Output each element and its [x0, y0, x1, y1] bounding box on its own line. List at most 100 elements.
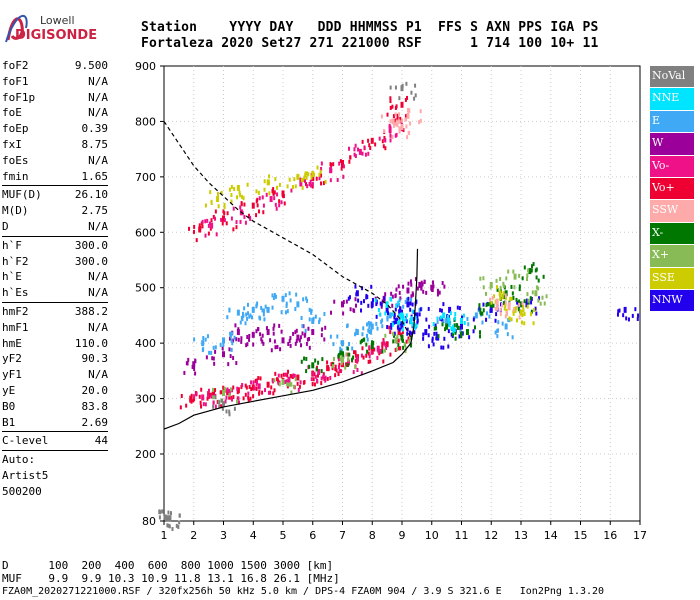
- data-point-echo: [158, 515, 161, 520]
- y-tick-label: 200: [135, 448, 156, 461]
- data-point-echo: [369, 146, 372, 151]
- data-point-echo: [383, 296, 386, 301]
- y-tick-label: 300: [135, 393, 156, 406]
- data-point-echo: [338, 362, 341, 367]
- data-point-echo: [406, 327, 409, 332]
- data-point-echo: [237, 389, 240, 394]
- data-point-echo: [242, 196, 245, 201]
- data-point: [460, 323, 463, 330]
- data-point-echo: [256, 327, 259, 332]
- data-point-echo: [504, 303, 507, 308]
- param-key: foE: [2, 106, 22, 120]
- data-point-echo: [320, 173, 323, 178]
- data-point-echo: [421, 282, 424, 287]
- data-point-echo: [457, 325, 460, 330]
- data-point-echo: [286, 373, 289, 378]
- data-point-echo: [342, 164, 345, 169]
- param-value: 90.3: [81, 352, 109, 366]
- data-point: [623, 306, 627, 313]
- data-point: [394, 337, 398, 344]
- param-value: 83.8: [81, 399, 109, 413]
- data-point-echo: [227, 362, 230, 367]
- data-point-echo: [345, 352, 348, 357]
- data-point-echo: [367, 151, 370, 156]
- data-point-echo: [273, 388, 276, 393]
- data-point-echo: [274, 294, 277, 299]
- data-point-echo: [383, 348, 386, 353]
- data-point-echo: [516, 300, 519, 305]
- data-point: [317, 368, 321, 375]
- data-point-echo: [518, 287, 521, 292]
- data-point-echo: [526, 304, 529, 309]
- data-point-echo: [213, 391, 216, 396]
- data-point-echo: [518, 315, 521, 320]
- data-point-echo: [311, 382, 314, 387]
- data-point-echo: [412, 292, 415, 297]
- parameter-panel: foF2 9.500 foF1 N/A foF1p N/A foE N/A foEp 0.39 fx…: [2, 58, 108, 500]
- data-point-echo: [479, 311, 482, 316]
- data-point-echo: [449, 320, 452, 325]
- data-point-echo: [435, 331, 438, 336]
- data-point-echo: [375, 299, 378, 304]
- data-point-echo: [405, 313, 408, 318]
- data-point-echo: [258, 385, 261, 390]
- data-point-echo: [530, 309, 533, 314]
- data-point-echo: [301, 331, 304, 336]
- data-point-echo: [255, 329, 258, 334]
- data-point-echo: [191, 364, 194, 369]
- data-point-echo: [496, 306, 499, 311]
- data-point-echo: [384, 342, 387, 347]
- data-point-echo: [248, 333, 251, 338]
- data-point-echo: [381, 345, 384, 350]
- data-point-echo: [272, 331, 275, 336]
- data-point-echo: [376, 326, 379, 331]
- data-point-echo: [382, 359, 385, 364]
- data-point-echo: [220, 190, 223, 195]
- data-point-echo: [337, 357, 340, 362]
- data-point-echo: [303, 356, 306, 361]
- data-point-echo: [273, 196, 276, 201]
- data-point-echo: [436, 288, 439, 293]
- data-point-echo: [232, 338, 235, 343]
- data-point: [281, 378, 285, 385]
- data-point-echo: [362, 326, 365, 331]
- data-point-echo: [356, 355, 359, 360]
- data-point-echo: [354, 297, 357, 302]
- data-point-echo: [367, 320, 370, 325]
- data-point-echo: [220, 398, 223, 403]
- data-point-echo: [409, 301, 412, 306]
- data-point-echo: [507, 269, 510, 274]
- data-point-echo: [395, 121, 398, 126]
- data-point-echo: [462, 313, 465, 318]
- data-point: [406, 112, 410, 119]
- data-point-echo: [274, 202, 277, 207]
- data-point-echo: [318, 176, 321, 181]
- data-point-echo: [415, 299, 418, 304]
- param-value: 8.75: [81, 137, 109, 151]
- data-point-echo: [282, 372, 285, 377]
- data-point-echo: [404, 114, 407, 119]
- data-point-echo: [494, 306, 497, 311]
- x-tick-label: 11: [455, 529, 469, 542]
- data-point-echo: [377, 349, 380, 354]
- data-point-echo: [495, 301, 498, 306]
- data-point-echo: [404, 299, 407, 304]
- data-point-echo: [391, 312, 394, 317]
- data-point: [528, 268, 532, 275]
- data-point-echo: [398, 290, 401, 295]
- data-point-echo: [246, 302, 249, 307]
- data-point-echo: [522, 308, 525, 313]
- data-point-echo: [270, 385, 273, 390]
- param-key: yE: [2, 383, 16, 397]
- data-point-echo: [414, 315, 417, 320]
- param-separator: [2, 301, 108, 303]
- data-point-echo: [390, 322, 393, 327]
- data-point-echo: [276, 192, 279, 197]
- data-point-echo: [502, 281, 505, 286]
- data-point-echo: [260, 305, 263, 310]
- param-value: N/A: [88, 286, 108, 300]
- data-point-echo: [517, 307, 520, 312]
- data-point-echo: [175, 523, 178, 528]
- data-point-echo: [296, 375, 299, 380]
- data-point: [513, 306, 517, 313]
